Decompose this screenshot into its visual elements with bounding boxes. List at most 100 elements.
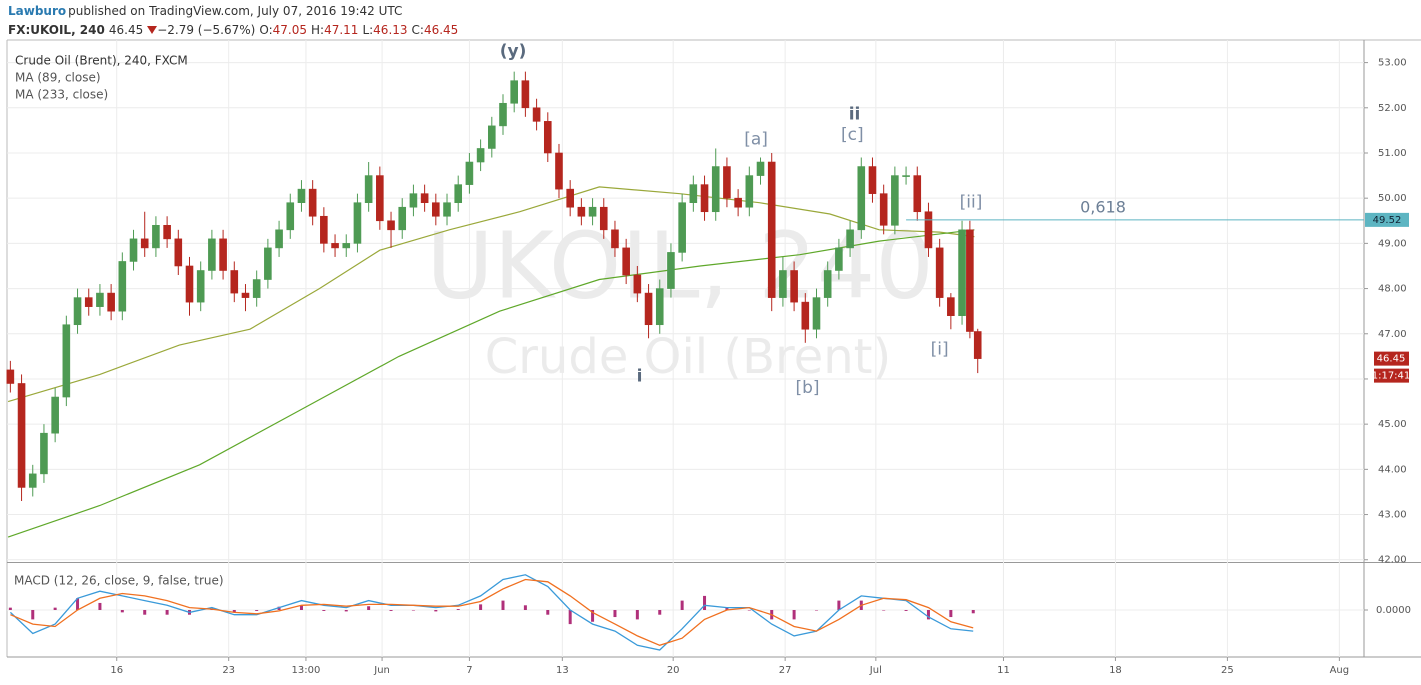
ohlc-label: L: [362,23,374,37]
candle-body [667,252,675,289]
histogram-bar [120,610,124,613]
grid [7,40,1364,657]
ohlc-label: O: [259,23,273,37]
candle-body [140,238,149,249]
candle-body [6,369,15,384]
candle-body [208,238,216,271]
histogram-bar [210,608,214,610]
candle-body [577,206,586,217]
candle-body [73,297,82,326]
candle-body [286,202,295,231]
histogram-bar [76,598,80,610]
candle-body [174,238,183,267]
histogram-bar [725,607,729,610]
candle-body [622,247,630,276]
histogram-bar [434,610,438,612]
histogram-bar [904,610,908,611]
candle-body [62,324,71,398]
histogram-bar [501,600,505,610]
candle-body [868,166,877,194]
candle-body [129,238,138,262]
candle-body [499,102,507,127]
candle-body [488,125,496,149]
candle-body [465,161,474,185]
last-price-tag [1374,351,1409,366]
histogram-bar [479,604,483,610]
candle-body [823,270,832,298]
candle-body [555,152,563,190]
candle-body [790,270,798,303]
histogram-bar [143,610,147,615]
candle-body [966,229,974,332]
histogram-bar [882,610,886,611]
y-tick-label: 52.00 [1378,103,1407,114]
candle-body [902,175,910,177]
countdown-tag [1374,368,1409,383]
candle-body [599,206,608,231]
candle-body [443,202,451,217]
quote-line: FX:UKOIL, 240 46.45 −2.79 (−5.67%) O:47.05 H… [8,21,462,40]
y-tick-label: 50.00 [1378,193,1407,204]
histogram-bar [255,610,259,611]
candle-body [275,229,283,249]
candle-body [801,301,810,330]
histogram-bar [277,606,281,610]
candle-body [633,274,642,294]
last-price: 46.45 [108,23,144,37]
x-tick-label: Aug [1330,665,1350,676]
wave-label: [c] [841,125,864,145]
candle-body [241,292,250,298]
histogram-bar [837,600,841,610]
candle-body [376,175,384,222]
candle-body [510,80,518,104]
candle-body [521,80,530,109]
candle-body [734,197,742,208]
x-tick-label: 13 [556,665,569,676]
candle-body [196,270,205,303]
candle-body [252,279,261,298]
author[interactable]: Lawburo [8,4,67,18]
wave-label: [ii] [960,193,983,213]
ohlc-label: H: [311,23,325,37]
x-tick-label: 16 [110,665,123,676]
histogram-bar [971,610,975,614]
candle-body [84,297,93,307]
x-tick-label: 27 [779,665,792,676]
x-tick-label: 18 [1109,665,1122,676]
y-tick-label: 53.00 [1378,58,1407,69]
candle-body [342,243,351,249]
histogram-bar [680,600,684,610]
histogram-bar [299,605,303,610]
ohlc-value: 47.11 [324,23,359,37]
candle-body [947,297,955,316]
wave-label: (y) [500,41,527,61]
candle-body [935,247,944,298]
candle-body [364,175,373,204]
candle-body [264,247,272,280]
plot: 0,618 (y) [a] ii[c] [ii] [i] i [b] [6,41,1364,651]
candle-body [454,184,463,204]
candle-body [644,292,653,326]
candle-body [152,224,160,249]
signal-line [10,578,974,646]
candle-body [756,161,765,176]
candle-body [924,211,933,249]
chart-title: Crude Oil (Brent), 240, FXCM [15,54,188,68]
histogram-bar [98,602,102,610]
histogram-bar [859,600,863,610]
candle-body [958,229,966,316]
histogram-bar [949,610,953,618]
y-tick-label: 0.0000 [1376,605,1411,616]
candle-body [420,193,429,204]
histogram-bar [591,610,595,622]
candle-body [219,238,227,271]
x-tick-label: 20 [667,665,680,676]
moving-average [7,186,975,403]
legend-entry: MA (89, close) [15,71,101,85]
legend-entry: MA (233, close) [15,88,108,102]
histogram-bar [53,607,57,610]
watermark: UKOIL, 240 Crude Oil (Brent) [426,212,934,385]
histogram-bar [8,607,12,610]
histogram-bar [367,606,371,610]
